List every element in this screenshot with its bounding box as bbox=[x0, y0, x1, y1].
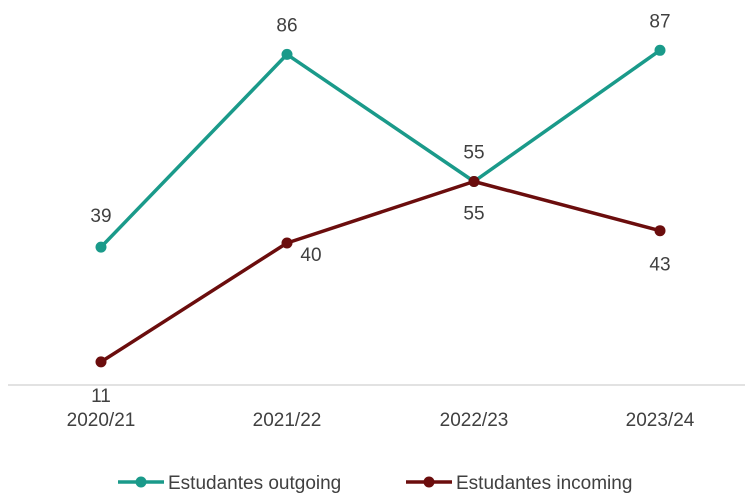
x-tick-label: 2021/22 bbox=[253, 410, 322, 431]
series-2-point bbox=[468, 176, 480, 187]
data-label: 40 bbox=[300, 245, 321, 266]
data-label: 55 bbox=[463, 143, 484, 164]
legend-marker bbox=[135, 476, 147, 488]
x-tick-label: 2020/21 bbox=[67, 410, 136, 431]
data-label: 55 bbox=[463, 204, 484, 225]
series-1-point bbox=[95, 241, 107, 253]
data-label: 11 bbox=[91, 386, 111, 407]
legend-marker bbox=[423, 476, 435, 488]
data-labels-layer: 39 86 55 87 11 40 55 43 bbox=[90, 11, 670, 407]
legend-label: Estudantes incoming bbox=[456, 473, 632, 494]
series-layer bbox=[95, 44, 666, 368]
data-label: 43 bbox=[649, 255, 670, 276]
series-2-point bbox=[95, 356, 107, 368]
series-line-1 bbox=[99, 48, 662, 249]
x-tick-label: 2023/24 bbox=[626, 410, 695, 431]
series-1-point bbox=[281, 48, 293, 60]
legend-item-2: Estudantes incoming bbox=[406, 473, 632, 494]
x-tick-labels: 2020/21 2021/22 2022/23 2023/24 bbox=[67, 410, 695, 431]
legend-item-1: Estudantes outgoing bbox=[118, 473, 341, 494]
legend: Estudantes outgoing Estudantes incoming bbox=[118, 473, 632, 494]
data-label: 39 bbox=[90, 206, 111, 227]
series-2-point bbox=[281, 237, 293, 249]
legend-label: Estudantes outgoing bbox=[168, 473, 341, 494]
series-2-point bbox=[654, 225, 666, 237]
data-label: 86 bbox=[276, 15, 297, 36]
x-tick-label: 2022/23 bbox=[440, 410, 509, 431]
data-label: 87 bbox=[649, 11, 670, 32]
series-line-2 bbox=[100, 179, 661, 364]
series-1-point bbox=[654, 44, 666, 56]
